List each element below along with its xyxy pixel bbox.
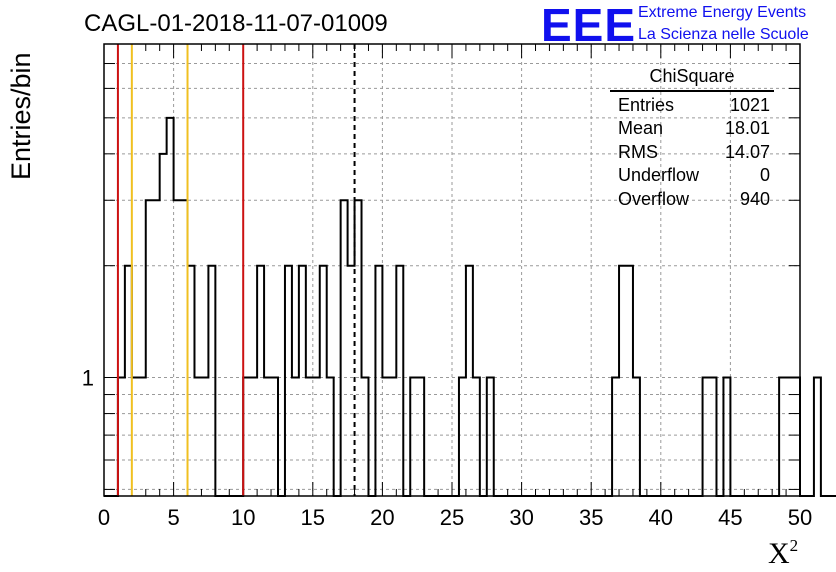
stats-row-overflow: Overflow 940 [618, 188, 770, 209]
x-tick-label: 25 [440, 505, 464, 530]
x-tick-label: 40 [649, 505, 673, 530]
y-axis-label: Entries/bin [6, 52, 36, 180]
x-tick-label: 45 [718, 505, 742, 530]
x-tick-label: 10 [231, 505, 255, 530]
x-tick-label: 20 [370, 505, 394, 530]
grid-lines [104, 44, 800, 496]
x-tick-label: 30 [509, 505, 533, 530]
stats-title: ChiSquare [649, 66, 735, 86]
x-tick-label: 5 [167, 505, 179, 530]
stats-row-underflow: Underflow 0 [618, 165, 770, 186]
x-tick-label: 50 [788, 505, 812, 530]
stats-divider [610, 90, 774, 92]
threshold-lines [116, 44, 356, 496]
plot-frame [103, 43, 801, 497]
eee-logo: EEE [541, 0, 637, 51]
y-tick-label: 1 [82, 366, 94, 391]
stats-row-entries: Entries 1021 [618, 95, 770, 115]
histogram-series [104, 116, 836, 497]
x-tick-label: 0 [98, 505, 110, 530]
x-tick-label: 35 [579, 505, 603, 530]
tick-labels: 0 5 10 15 20 25 30 35 40 45 50 1 [82, 366, 812, 530]
x-tick-label: 15 [301, 505, 325, 530]
logo-line-2: La Scienza nelle Scuole [638, 26, 809, 43]
stats-box: ChiSquare Entries 1021 Mean 18.01 RMS 14.07… [610, 66, 774, 212]
logo-line-1: Extreme Energy Events [638, 4, 807, 21]
stats-row-rms: RMS 14.07 [618, 141, 770, 162]
chart-title: CAGL-01-2018-11-07-01009 [84, 10, 388, 37]
stats-row-mean: Mean 18.01 [618, 118, 770, 139]
x-axis-label: X2 [768, 536, 799, 570]
